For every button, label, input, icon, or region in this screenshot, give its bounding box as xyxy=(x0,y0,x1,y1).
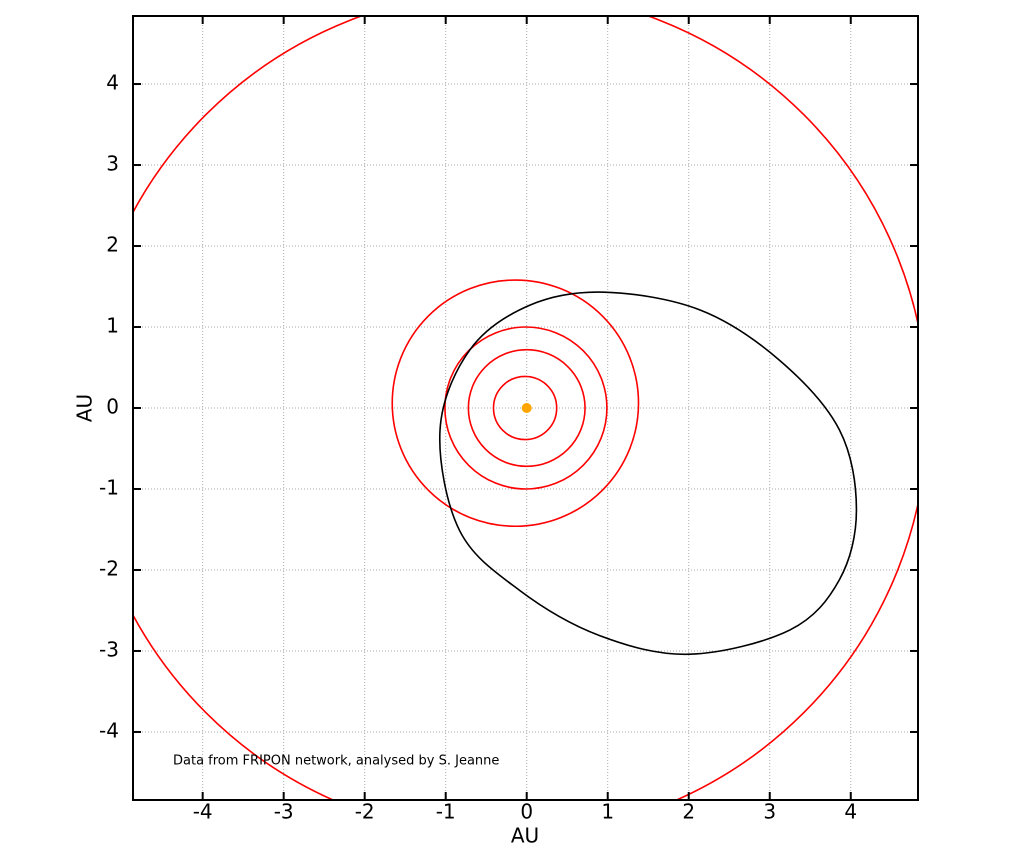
x-tick-label: 4 xyxy=(844,800,857,824)
x-axis-label: AU xyxy=(511,824,539,848)
y-tick-label: -1 xyxy=(99,475,119,499)
x-tick-label: 3 xyxy=(763,800,776,824)
x-tick-label: 0 xyxy=(520,800,533,824)
grid xyxy=(133,16,918,800)
y-tick-label: -3 xyxy=(99,637,119,661)
planet-orbit xyxy=(444,326,608,490)
y-tick-label: 2 xyxy=(106,233,119,257)
x-tick-label: 1 xyxy=(601,800,614,824)
y-tick-label: 4 xyxy=(106,71,119,95)
y-tick-label: -4 xyxy=(99,718,119,742)
curves xyxy=(133,16,918,800)
y-tick-label: 3 xyxy=(106,152,119,176)
x-tick-label: -2 xyxy=(355,800,375,824)
meteoroid-orbit xyxy=(438,291,858,656)
x-tick-label: 2 xyxy=(682,800,695,824)
planet-orbit xyxy=(492,375,558,441)
ticks: -4 -3 -2 -1 0 1 2 3 4 -4 -3 -2 -1 0 1 2 3 4 xyxy=(99,16,918,824)
planet-orbit xyxy=(133,16,918,800)
x-tick-label: -1 xyxy=(436,800,456,824)
y-tick-label: 0 xyxy=(106,395,119,419)
planet-orbit xyxy=(467,348,586,468)
x-tick-label: -3 xyxy=(274,800,294,824)
x-tick-label: -4 xyxy=(193,800,213,824)
y-tick-label: 1 xyxy=(106,314,119,338)
annotation: Data from FRIPON network, analysed by S.… xyxy=(173,754,499,769)
planet-orbit xyxy=(391,279,640,528)
sun xyxy=(521,403,532,413)
y-tick-label: -2 xyxy=(99,556,119,580)
y-axis-label: AU xyxy=(73,394,97,422)
